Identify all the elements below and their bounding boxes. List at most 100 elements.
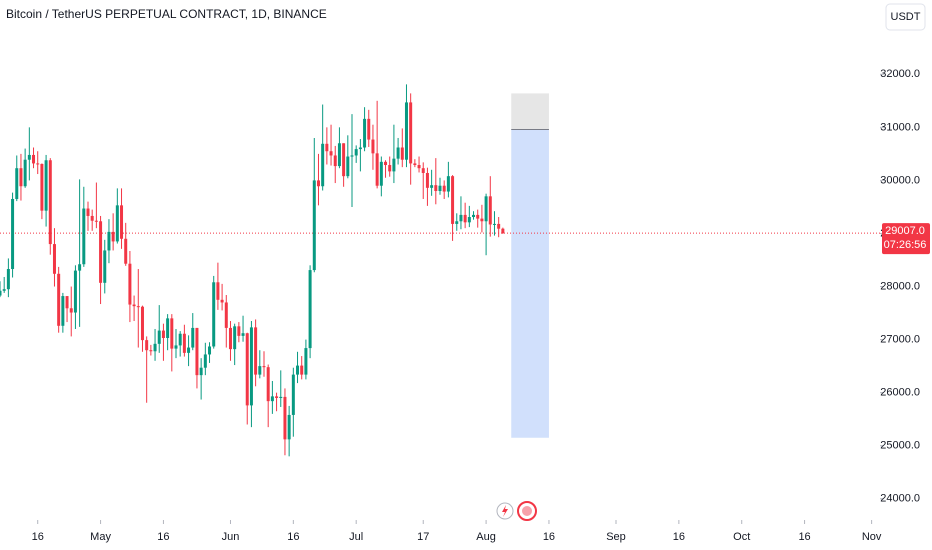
candle-body (241, 333, 245, 336)
candle-body (367, 118, 371, 140)
y-tick-label: 26000.0 (880, 387, 920, 399)
candle-body (459, 214, 463, 222)
currency-label[interactable]: USDT (891, 11, 921, 23)
candle-body (19, 168, 23, 187)
x-tick-label: Aug (476, 531, 496, 543)
candle-body (442, 185, 446, 192)
currency-button[interactable] (885, 3, 926, 31)
candle-body (375, 153, 379, 186)
candle-body (316, 180, 320, 187)
candle-body (434, 185, 438, 192)
candle-body (124, 238, 128, 264)
candle-body (392, 158, 396, 172)
candle-body (203, 354, 207, 368)
last-price-label: 29007.0 (885, 225, 925, 237)
candle-body (312, 180, 316, 271)
candle-body (228, 327, 232, 350)
x-tick-label: 16 (798, 531, 810, 543)
candle-body (254, 327, 258, 375)
candle-body (15, 168, 19, 199)
candle-body (6, 269, 10, 290)
candle-body (354, 149, 358, 156)
candle-body (262, 366, 266, 368)
x-tick-label: 16 (543, 531, 555, 543)
candle-body (245, 333, 249, 406)
candle-body (195, 327, 199, 376)
candle-body (174, 345, 178, 349)
plot-area (0, 84, 880, 457)
candle-body (94, 220, 98, 222)
candle-body (308, 270, 312, 349)
y-tick-label: 32000.0 (880, 68, 920, 80)
candle-body (115, 205, 119, 242)
position-target-zone (511, 129, 549, 438)
candle-body (480, 218, 484, 222)
candle-body (258, 366, 262, 375)
candle-body (153, 343, 157, 352)
candle-body (287, 414, 291, 440)
candle-body (145, 340, 149, 351)
y-tick-label: 24000.0 (880, 493, 920, 505)
x-tick-label: 16 (287, 531, 299, 543)
candle-body (170, 318, 174, 349)
candle-body (455, 221, 459, 224)
y-tick-label: 30000.0 (880, 174, 920, 186)
candle-body (166, 318, 170, 338)
candle-body (191, 327, 195, 348)
candle-body (384, 161, 388, 166)
candle-body (237, 326, 241, 336)
candle-body (2, 289, 6, 291)
candle-body (413, 163, 417, 166)
candle-body (492, 223, 496, 225)
candle-body (86, 208, 90, 216)
candle-body (178, 333, 182, 346)
candle-body (233, 326, 237, 350)
x-tick-label: Jun (222, 531, 240, 543)
candle-body (430, 185, 434, 188)
y-tick-label: 31000.0 (880, 121, 920, 133)
candle-body (149, 350, 153, 352)
candle-body (111, 231, 115, 242)
candle-body (40, 163, 44, 211)
x-tick-label: Nov (862, 531, 882, 543)
candle-body (291, 374, 295, 415)
candle-body (275, 396, 279, 398)
x-tick-label: 16 (673, 531, 685, 543)
candle-body (161, 330, 165, 338)
y-tick-label: 25000.0 (880, 440, 920, 452)
candle-body (472, 214, 476, 218)
candle-body (342, 143, 346, 177)
candle-body (329, 151, 333, 156)
event-icons (496, 501, 537, 521)
y-tick-label: 28000.0 (880, 280, 920, 292)
candle-body (36, 163, 40, 165)
candle-body (157, 330, 161, 344)
candle-body (279, 396, 283, 398)
x-tick-label: 16 (157, 531, 169, 543)
candle-body (199, 367, 203, 376)
x-tick-label: 16 (32, 531, 44, 543)
candle-body (140, 306, 144, 341)
candle-body (497, 223, 501, 229)
chart-title: Bitcoin / TetherUS PERPETUAL CONTRACT, 1… (6, 7, 327, 21)
candle-body (208, 346, 212, 355)
candle-body (396, 147, 400, 159)
candle-body (103, 250, 107, 283)
candle-body (325, 143, 329, 152)
x-tick-label: Oct (733, 531, 750, 543)
candle-body (404, 102, 408, 160)
x-tick-label: Sep (606, 531, 626, 543)
candle-body (107, 231, 111, 251)
candle-body (358, 147, 362, 150)
candle-body (78, 264, 82, 271)
candle-body (216, 282, 220, 300)
candle-body (425, 172, 429, 188)
candle-body (417, 165, 421, 169)
icon-event-inner (522, 506, 532, 516)
candle-body (69, 308, 73, 313)
candle-body (337, 143, 341, 167)
candle-body (379, 161, 383, 186)
candle-body (363, 118, 367, 148)
